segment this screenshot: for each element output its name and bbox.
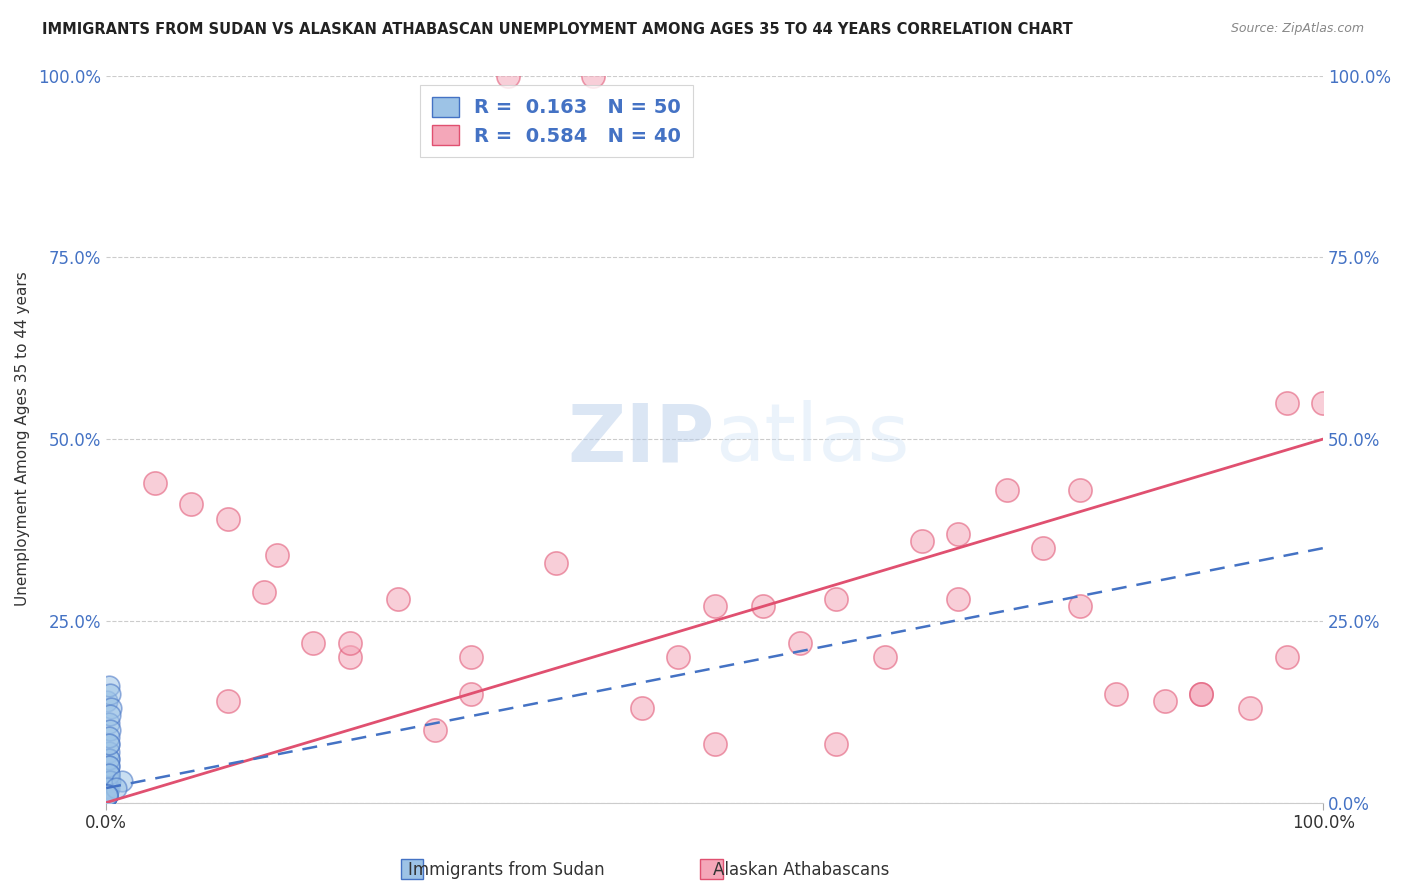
- Point: [339, 650, 361, 665]
- Legend: R =  0.163   N = 50, R =  0.584   N = 40: R = 0.163 N = 50, R = 0.584 N = 40: [420, 86, 693, 157]
- Point: [96, 789, 118, 803]
- Point: [703, 738, 725, 752]
- Point: [460, 687, 482, 701]
- Point: [666, 650, 689, 665]
- Point: [266, 549, 288, 563]
- Point: [96, 789, 118, 803]
- Point: [96, 780, 118, 795]
- Point: [1069, 483, 1091, 497]
- Point: [302, 635, 325, 649]
- Point: [96, 789, 118, 803]
- Point: [946, 592, 969, 607]
- Text: atlas: atlas: [714, 400, 910, 478]
- Point: [97, 752, 120, 766]
- Point: [96, 694, 118, 708]
- Point: [100, 701, 122, 715]
- Point: [97, 745, 120, 759]
- Point: [703, 599, 725, 614]
- Point: [1191, 687, 1213, 701]
- Point: [97, 780, 120, 795]
- Text: IMMIGRANTS FROM SUDAN VS ALASKAN ATHABASCAN UNEMPLOYMENT AMONG AGES 35 TO 44 YEA: IMMIGRANTS FROM SUDAN VS ALASKAN ATHABAS…: [42, 22, 1073, 37]
- Point: [97, 759, 120, 773]
- Point: [96, 789, 118, 803]
- Point: [97, 752, 120, 766]
- Point: [825, 738, 848, 752]
- Text: ZIP: ZIP: [568, 400, 714, 478]
- Point: [96, 789, 118, 803]
- Point: [546, 556, 568, 570]
- Point: [97, 759, 120, 773]
- Point: [96, 780, 118, 795]
- Point: [111, 773, 134, 788]
- Point: [217, 694, 239, 708]
- Point: [946, 526, 969, 541]
- Point: [96, 789, 118, 803]
- Point: [98, 687, 121, 701]
- Point: [96, 789, 118, 803]
- Y-axis label: Unemployment Among Ages 35 to 44 years: Unemployment Among Ages 35 to 44 years: [15, 272, 30, 607]
- Point: [752, 599, 775, 614]
- Point: [96, 789, 118, 803]
- Text: Source: ZipAtlas.com: Source: ZipAtlas.com: [1230, 22, 1364, 36]
- Point: [1069, 599, 1091, 614]
- Point: [1275, 395, 1298, 409]
- Point: [96, 789, 118, 803]
- Point: [96, 789, 118, 803]
- Point: [995, 483, 1018, 497]
- Point: [96, 789, 118, 803]
- Point: [180, 498, 202, 512]
- Point: [96, 789, 118, 803]
- Point: [97, 730, 120, 744]
- Point: [96, 780, 118, 795]
- Point: [1154, 694, 1177, 708]
- Point: [1105, 687, 1128, 701]
- Point: [96, 780, 118, 795]
- Point: [1239, 701, 1261, 715]
- Point: [873, 650, 896, 665]
- Point: [104, 780, 127, 795]
- Point: [423, 723, 446, 737]
- Point: [96, 789, 118, 803]
- Point: [97, 715, 120, 730]
- Point: [217, 512, 239, 526]
- Point: [98, 723, 121, 737]
- Point: [910, 533, 932, 548]
- Point: [789, 635, 811, 649]
- Point: [97, 766, 120, 780]
- Point: [339, 635, 361, 649]
- Point: [96, 780, 118, 795]
- Point: [143, 475, 166, 490]
- Text: Immigrants from Sudan: Immigrants from Sudan: [408, 861, 605, 879]
- Point: [96, 789, 118, 803]
- Point: [96, 780, 118, 795]
- Point: [97, 679, 120, 693]
- Point: [96, 773, 118, 788]
- Text: Alaskan Athabascans: Alaskan Athabascans: [713, 861, 890, 879]
- Point: [97, 738, 120, 752]
- Point: [96, 780, 118, 795]
- Point: [1191, 687, 1213, 701]
- Point: [96, 780, 118, 795]
- Point: [387, 592, 409, 607]
- Point: [496, 69, 519, 83]
- Point: [98, 708, 121, 723]
- Point: [97, 738, 120, 752]
- Point: [825, 592, 848, 607]
- Point: [97, 773, 120, 788]
- Point: [97, 766, 120, 780]
- Point: [460, 650, 482, 665]
- Point: [98, 773, 121, 788]
- Point: [582, 69, 605, 83]
- Point: [96, 789, 118, 803]
- Point: [1032, 541, 1054, 555]
- Point: [253, 584, 276, 599]
- Point: [97, 766, 120, 780]
- Point: [630, 701, 652, 715]
- Point: [1275, 650, 1298, 665]
- Point: [96, 780, 118, 795]
- Point: [1312, 395, 1334, 409]
- Point: [96, 789, 118, 803]
- Point: [96, 789, 118, 803]
